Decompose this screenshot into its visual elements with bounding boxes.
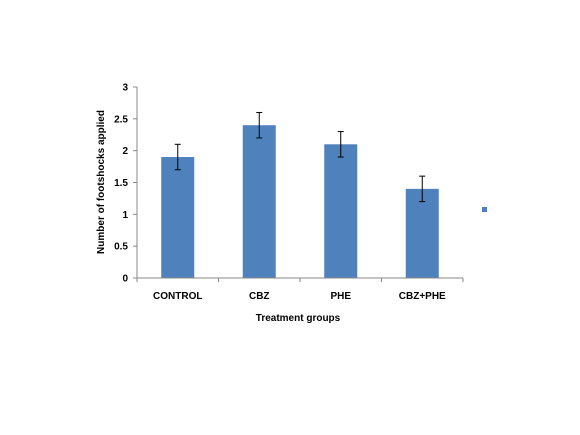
bar-cbz (242, 125, 276, 278)
bar-cbz-phe (405, 188, 439, 278)
y-tick-label: 0.5 (114, 242, 128, 253)
y-tick-label: 0 (122, 274, 128, 285)
y-tick-label: 1 (122, 210, 128, 221)
y-tick-label: 1.5 (114, 178, 128, 189)
y-axis-title: Number of footshocks applied (96, 110, 107, 254)
x-axis-title: Treatment groups (256, 313, 341, 324)
bar-control (161, 157, 195, 278)
y-tick-label: 3 (122, 83, 128, 94)
y-tick-label: 2 (122, 146, 128, 157)
y-axis-ticks: 0 0.5 1 1.5 2 2.5 3 (114, 83, 137, 285)
y-tick-label: 2.5 (114, 114, 128, 125)
x-tick-label: PHE (330, 291, 351, 302)
bar-phe (324, 144, 358, 278)
x-tick-label: CBZ (249, 291, 270, 302)
axes (136, 87, 464, 282)
x-tick-label: CONTROL (153, 291, 202, 302)
x-axis-tick-labels: CONTROL CBZ PHE CBZ+PHE (153, 291, 446, 302)
x-tick-label: CBZ+PHE (399, 291, 446, 302)
legend-marker (482, 207, 487, 212)
error-bars (174, 111, 426, 203)
bars (161, 125, 439, 278)
